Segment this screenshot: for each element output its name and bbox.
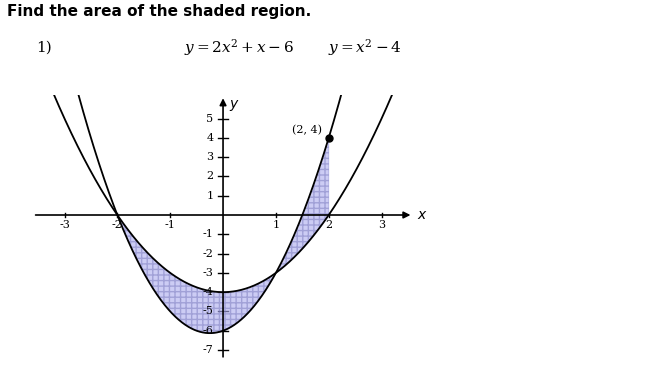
Text: 4: 4 bbox=[207, 133, 214, 143]
Text: Find the area of the shaded region.: Find the area of the shaded region. bbox=[7, 4, 311, 19]
Text: -1: -1 bbox=[165, 221, 176, 230]
Text: -2: -2 bbox=[203, 248, 214, 259]
Text: $y = x^2 - 4$: $y = x^2 - 4$ bbox=[328, 37, 401, 58]
Text: 1): 1) bbox=[36, 40, 52, 54]
Text: -2: -2 bbox=[112, 221, 123, 230]
Text: 3: 3 bbox=[207, 152, 214, 162]
Text: 1: 1 bbox=[272, 221, 279, 230]
Text: -7: -7 bbox=[203, 345, 214, 355]
Text: 5: 5 bbox=[207, 113, 214, 124]
Text: y: y bbox=[230, 97, 237, 111]
Text: -1: -1 bbox=[203, 229, 214, 239]
Text: -3: -3 bbox=[203, 268, 214, 278]
Text: (2, 4): (2, 4) bbox=[293, 125, 322, 135]
Text: -3: -3 bbox=[59, 221, 70, 230]
Text: 2: 2 bbox=[325, 221, 333, 230]
Text: -5: -5 bbox=[203, 306, 214, 316]
Text: 3: 3 bbox=[378, 221, 385, 230]
Text: 1: 1 bbox=[207, 191, 214, 201]
Text: 2: 2 bbox=[207, 171, 214, 181]
Text: -6: -6 bbox=[203, 326, 214, 336]
Text: x: x bbox=[417, 208, 426, 222]
Text: $y = 2x^2 + x - 6$: $y = 2x^2 + x - 6$ bbox=[184, 37, 294, 58]
Text: -4: -4 bbox=[203, 287, 214, 297]
